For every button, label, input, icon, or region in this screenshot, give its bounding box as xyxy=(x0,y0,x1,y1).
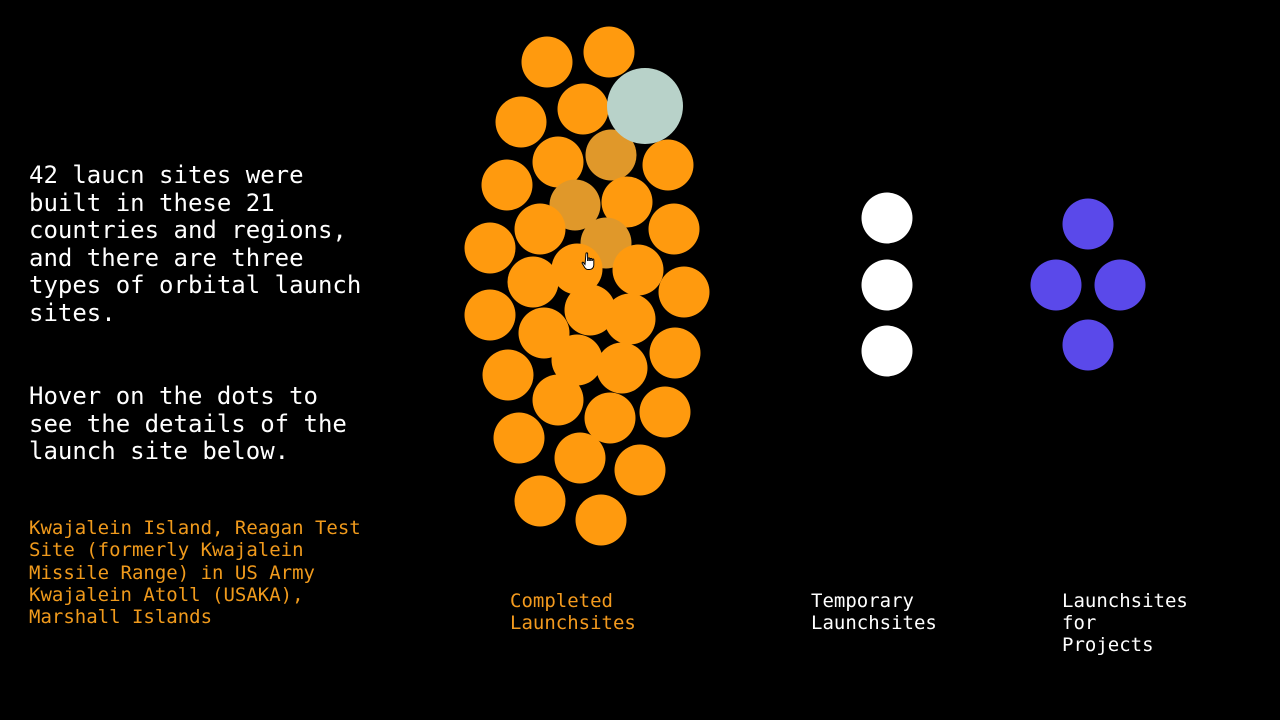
completed-launchsite-dot[interactable] xyxy=(612,244,664,296)
completed-launchsite-dot[interactable] xyxy=(584,392,636,444)
completed-launchsite-dot[interactable] xyxy=(521,36,573,88)
hovered-launchsite-dot[interactable] xyxy=(607,68,683,144)
completed-launchsite-dot[interactable] xyxy=(551,334,603,386)
completed-launchsite-dot[interactable] xyxy=(596,342,648,394)
project-launchsite-dot[interactable] xyxy=(1062,319,1114,371)
hover-hint-text: Hover on the dots to see the details of … xyxy=(29,382,347,465)
temporary-launchsite-dot[interactable] xyxy=(861,325,913,377)
completed-launchsite-dot[interactable] xyxy=(557,83,609,135)
project-launchsites-label: Launchsites for Projects xyxy=(1062,590,1188,656)
temporary-launchsite-dot[interactable] xyxy=(861,192,913,244)
completed-launchsite-dot[interactable] xyxy=(642,139,694,191)
completed-launchsite-dot[interactable] xyxy=(493,412,545,464)
project-launchsite-dot[interactable] xyxy=(1062,198,1114,250)
completed-launchsite-dot[interactable] xyxy=(614,444,666,496)
completed-launchsite-dot[interactable] xyxy=(639,386,691,438)
completed-launchsite-dot[interactable] xyxy=(649,327,701,379)
completed-launchsite-dot[interactable] xyxy=(585,129,637,181)
completed-launchsite-dot[interactable] xyxy=(464,289,516,341)
completed-launchsite-dot[interactable] xyxy=(554,432,606,484)
completed-launchsite-dot[interactable] xyxy=(481,159,533,211)
completed-launchsite-dot[interactable] xyxy=(575,494,627,546)
completed-launchsite-dot[interactable] xyxy=(532,136,584,188)
completed-launchsite-dot[interactable] xyxy=(514,475,566,527)
completed-launchsite-dot[interactable] xyxy=(495,96,547,148)
completed-launchsite-dot[interactable] xyxy=(564,284,616,336)
completed-launchsite-dot[interactable] xyxy=(532,374,584,426)
intro-text: 42 laucn sites were built in these 21 co… xyxy=(29,161,362,327)
completed-launchsite-dot[interactable] xyxy=(583,26,635,78)
project-launchsite-dot[interactable] xyxy=(1094,259,1146,311)
completed-launchsite-dot[interactable] xyxy=(507,256,559,308)
completed-launchsite-dot[interactable] xyxy=(648,203,700,255)
completed-launchsite-dot[interactable] xyxy=(514,203,566,255)
completed-launchsite-dot[interactable] xyxy=(658,266,710,318)
temporary-launchsite-dot[interactable] xyxy=(861,259,913,311)
completed-launchsite-dot[interactable] xyxy=(464,222,516,274)
completed-launchsites-label: Completed Launchsites xyxy=(510,590,636,634)
temporary-launchsites-label: Temporary Launchsites xyxy=(811,590,937,634)
completed-launchsite-dot[interactable] xyxy=(601,176,653,228)
project-launchsite-dot[interactable] xyxy=(1030,259,1082,311)
completed-launchsite-dot[interactable] xyxy=(604,293,656,345)
completed-launchsite-dot[interactable] xyxy=(482,349,534,401)
selected-site-details: Kwajalein Island, Reagan Test Site (form… xyxy=(29,517,361,629)
